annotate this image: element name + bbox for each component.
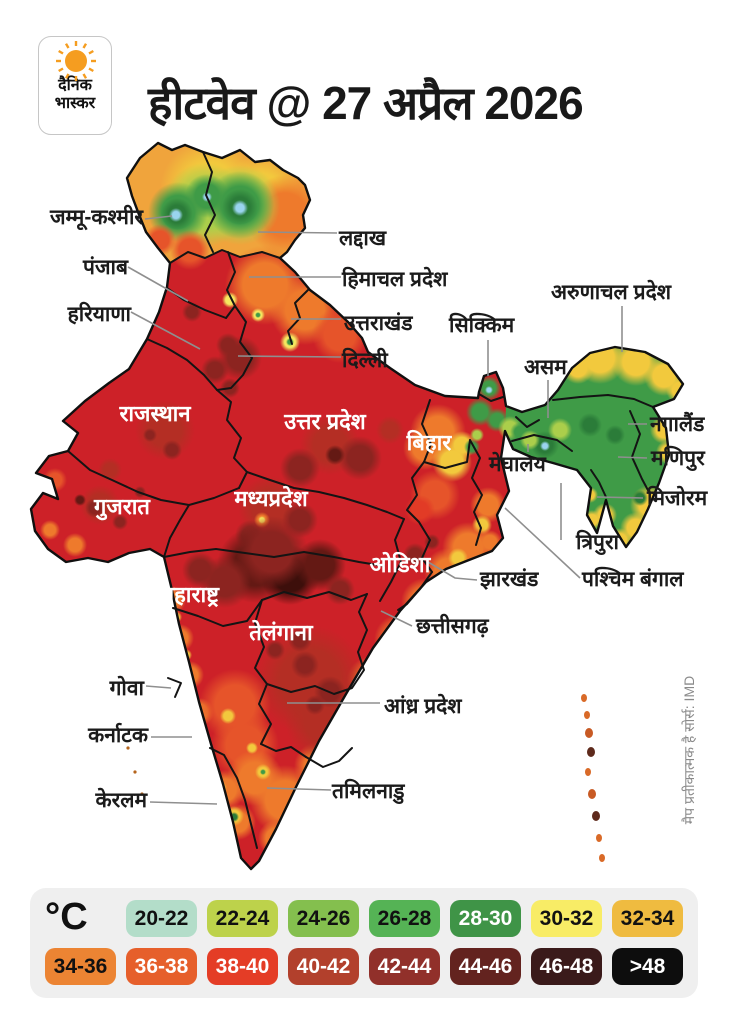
legend-pill-24-26: 24-26 [288,900,359,937]
label-sikkim: सिक्किम [449,314,515,337]
label-tripura: त्रिपुरा [576,531,619,554]
state-borders [67,151,654,849]
label-gujarat: गुजरात [94,494,150,519]
label-punjab: पंजाब [83,256,128,279]
legend-pill-30-32: 30-32 [531,900,602,937]
label-madhya-pradesh: मध्यप्रदेश [234,486,308,511]
label-tamil-nadu: तमिलनाडु [332,780,405,803]
logo-line2: भास्कर [54,95,96,112]
label-maharashtra: महाराष्ट्र [160,582,220,607]
label-telangana: तेलंगाना [249,620,313,645]
page-title: हीटवेव @ 27 अप्रैल 2026 [148,76,584,129]
label-delhi: दिल्ली [342,349,388,372]
dainik-bhaskar-logo: दैनिक भास्कर [38,36,112,135]
label-uttar-pradesh: उत्तर प्रदेश [284,409,366,434]
label-mizoram: मिजोरम [647,487,708,510]
label-odisha: ओडिशा [369,552,431,577]
label-nagaland: नगालैंड [650,413,705,436]
label-rajasthan: राजस्थान [119,401,191,426]
legend-pill-28-30: 28-30 [450,900,521,937]
legend-pill-36-38: 36-38 [126,948,197,985]
legend-unit: °C [45,896,88,938]
legend-pill-48-plus: >48 [612,948,683,985]
legend-pill-46-48: 46-48 [531,948,602,985]
label-ladakh: लद्दाख [339,227,387,250]
label-goa: गोवा [109,677,144,700]
source-note: मैप प्रतीकात्मक है सोर्स: IMD [681,675,697,825]
sun-icon [56,41,96,81]
legend-pill-34-36: 34-36 [45,948,116,985]
legend-pill-26-28: 26-28 [369,900,440,937]
label-haryana: हरियाणा [67,303,131,326]
label-manipur: मणिपुर [651,447,705,470]
andaman-islands [126,694,605,862]
legend-pill-38-40: 38-40 [207,948,278,985]
label-keralam: केरलम [95,789,147,812]
label-meghalaya: मेघालय [489,453,546,476]
legend-pill-20-22: 20-22 [126,900,197,937]
label-paschim-bangal: पश्चिम बंगाल [582,568,684,591]
leader-lines [127,215,648,805]
label-himachal-pradesh: हिमाचल प्रदेश [342,268,448,291]
legend-pill-32-34: 32-34 [612,900,683,937]
label-arunachal-pradesh: अरुणाचल प्रदेश [551,281,672,304]
india-outline [29,141,685,871]
label-bihar: बिहार [406,430,452,455]
legend-pill-42-44: 42-44 [369,948,440,985]
temperature-legend: °C 20-22 22-24 24-26 26-28 28-30 30-32 3… [30,888,698,998]
label-karnataka: कर्नाटक [88,724,148,747]
label-andhra-pradesh: आंध्र प्रदेश [384,695,462,718]
label-chhattisgarh: छत्तीसगढ़ [416,615,489,638]
legend-pill-44-46: 44-46 [450,948,521,985]
logo-line1: दैनिक [58,77,92,94]
label-assam: असम [524,356,567,379]
legend-pill-22-24: 22-24 [207,900,278,937]
label-jharkhand: झारखंड [480,568,539,591]
legend-pill-40-42: 40-42 [288,948,359,985]
label-uttarakhand: उत्तराखंड [344,312,413,335]
label-jammu-kashmir: जम्मू-कश्मीर [49,206,143,229]
